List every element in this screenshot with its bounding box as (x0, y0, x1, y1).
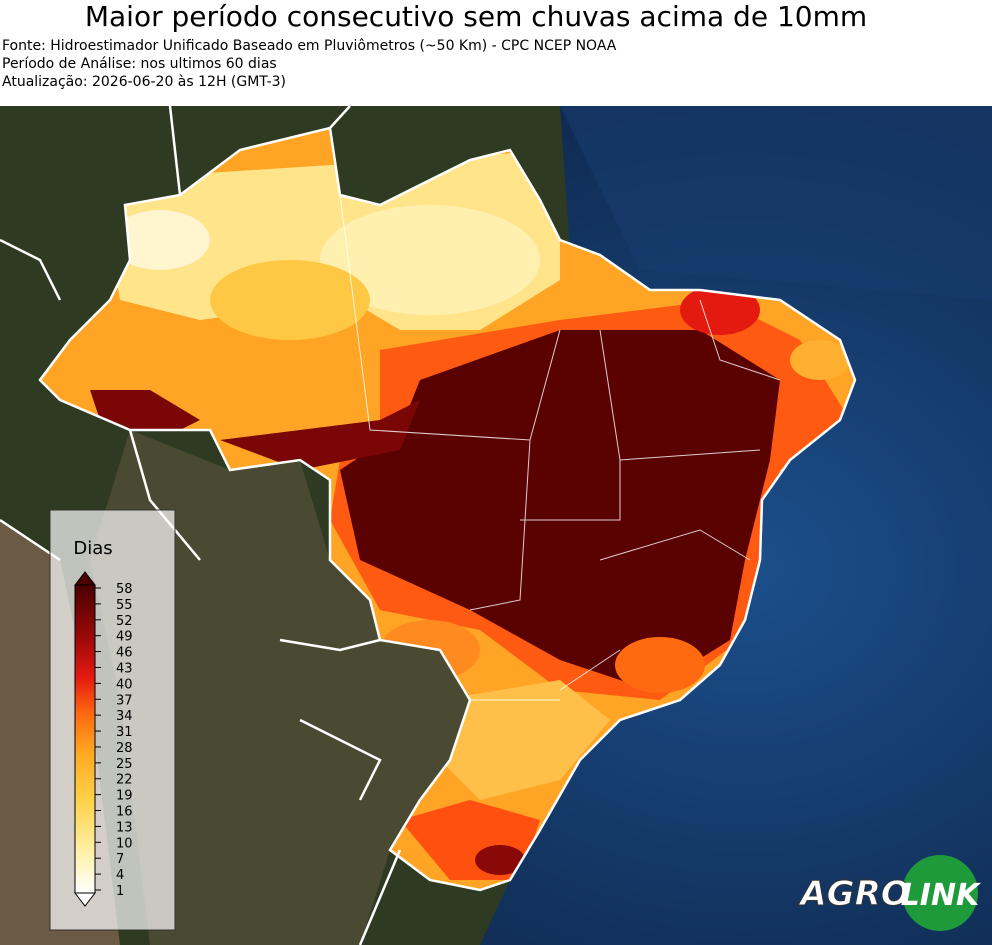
colorbar-tick-label: 22 (116, 773, 133, 788)
colorbar-tick-label: 28 (116, 741, 133, 756)
colorbar-tick-label: 49 (116, 630, 133, 645)
legend-title: Dias (73, 538, 112, 559)
period-line: Período de Análise: nos ultimos 60 dias (2, 56, 277, 72)
update-line: Atualização: 2026-06-20 às 12H (GMT-3) (2, 74, 286, 90)
borders (0, 106, 857, 945)
map: Dias 14710131619222528313437404346495255… (0, 106, 992, 945)
colorbar-tick-label: 40 (116, 677, 133, 692)
colorbar-tick-label: 16 (116, 805, 133, 820)
colorbar-tick-label: 7 (116, 852, 124, 867)
logo-link: LINK (901, 878, 982, 913)
logo: AGRO LINK (797, 855, 982, 931)
colorbar-tick-label: 19 (116, 789, 133, 804)
colorbar-tick-label: 43 (116, 661, 133, 676)
legend: Dias 14710131619222528313437404346495255… (49, 509, 176, 931)
header: Maior período consecutivo sem chuvas aci… (0, 0, 992, 106)
colorbar-tick-label: 4 (116, 868, 124, 883)
colorbar-tick-label: 55 (116, 598, 133, 613)
colorbar-tick-label: 58 (116, 582, 133, 597)
colorbar-tick-label: 34 (116, 709, 133, 724)
colorbar-tick-label: 31 (116, 725, 133, 740)
colorbar-tick-label: 1 (116, 884, 124, 899)
colorbar-tick-label: 46 (116, 646, 133, 661)
map-title: Maior período consecutivo sem chuvas aci… (84, 0, 868, 33)
source-line: Fonte: Hidroestimador Unificado Baseado … (2, 38, 617, 54)
dry-days-field (40, 128, 855, 890)
colorbar-tick-label: 37 (116, 693, 133, 708)
state-borders (339, 194, 781, 701)
logo-agro: AGRO (797, 874, 909, 914)
colorbar-tick-label: 10 (116, 836, 133, 851)
colorbar-tick-label: 13 (116, 820, 133, 835)
colorbar-tick-label: 52 (116, 614, 133, 629)
colorbar-tick-label: 25 (116, 757, 133, 772)
